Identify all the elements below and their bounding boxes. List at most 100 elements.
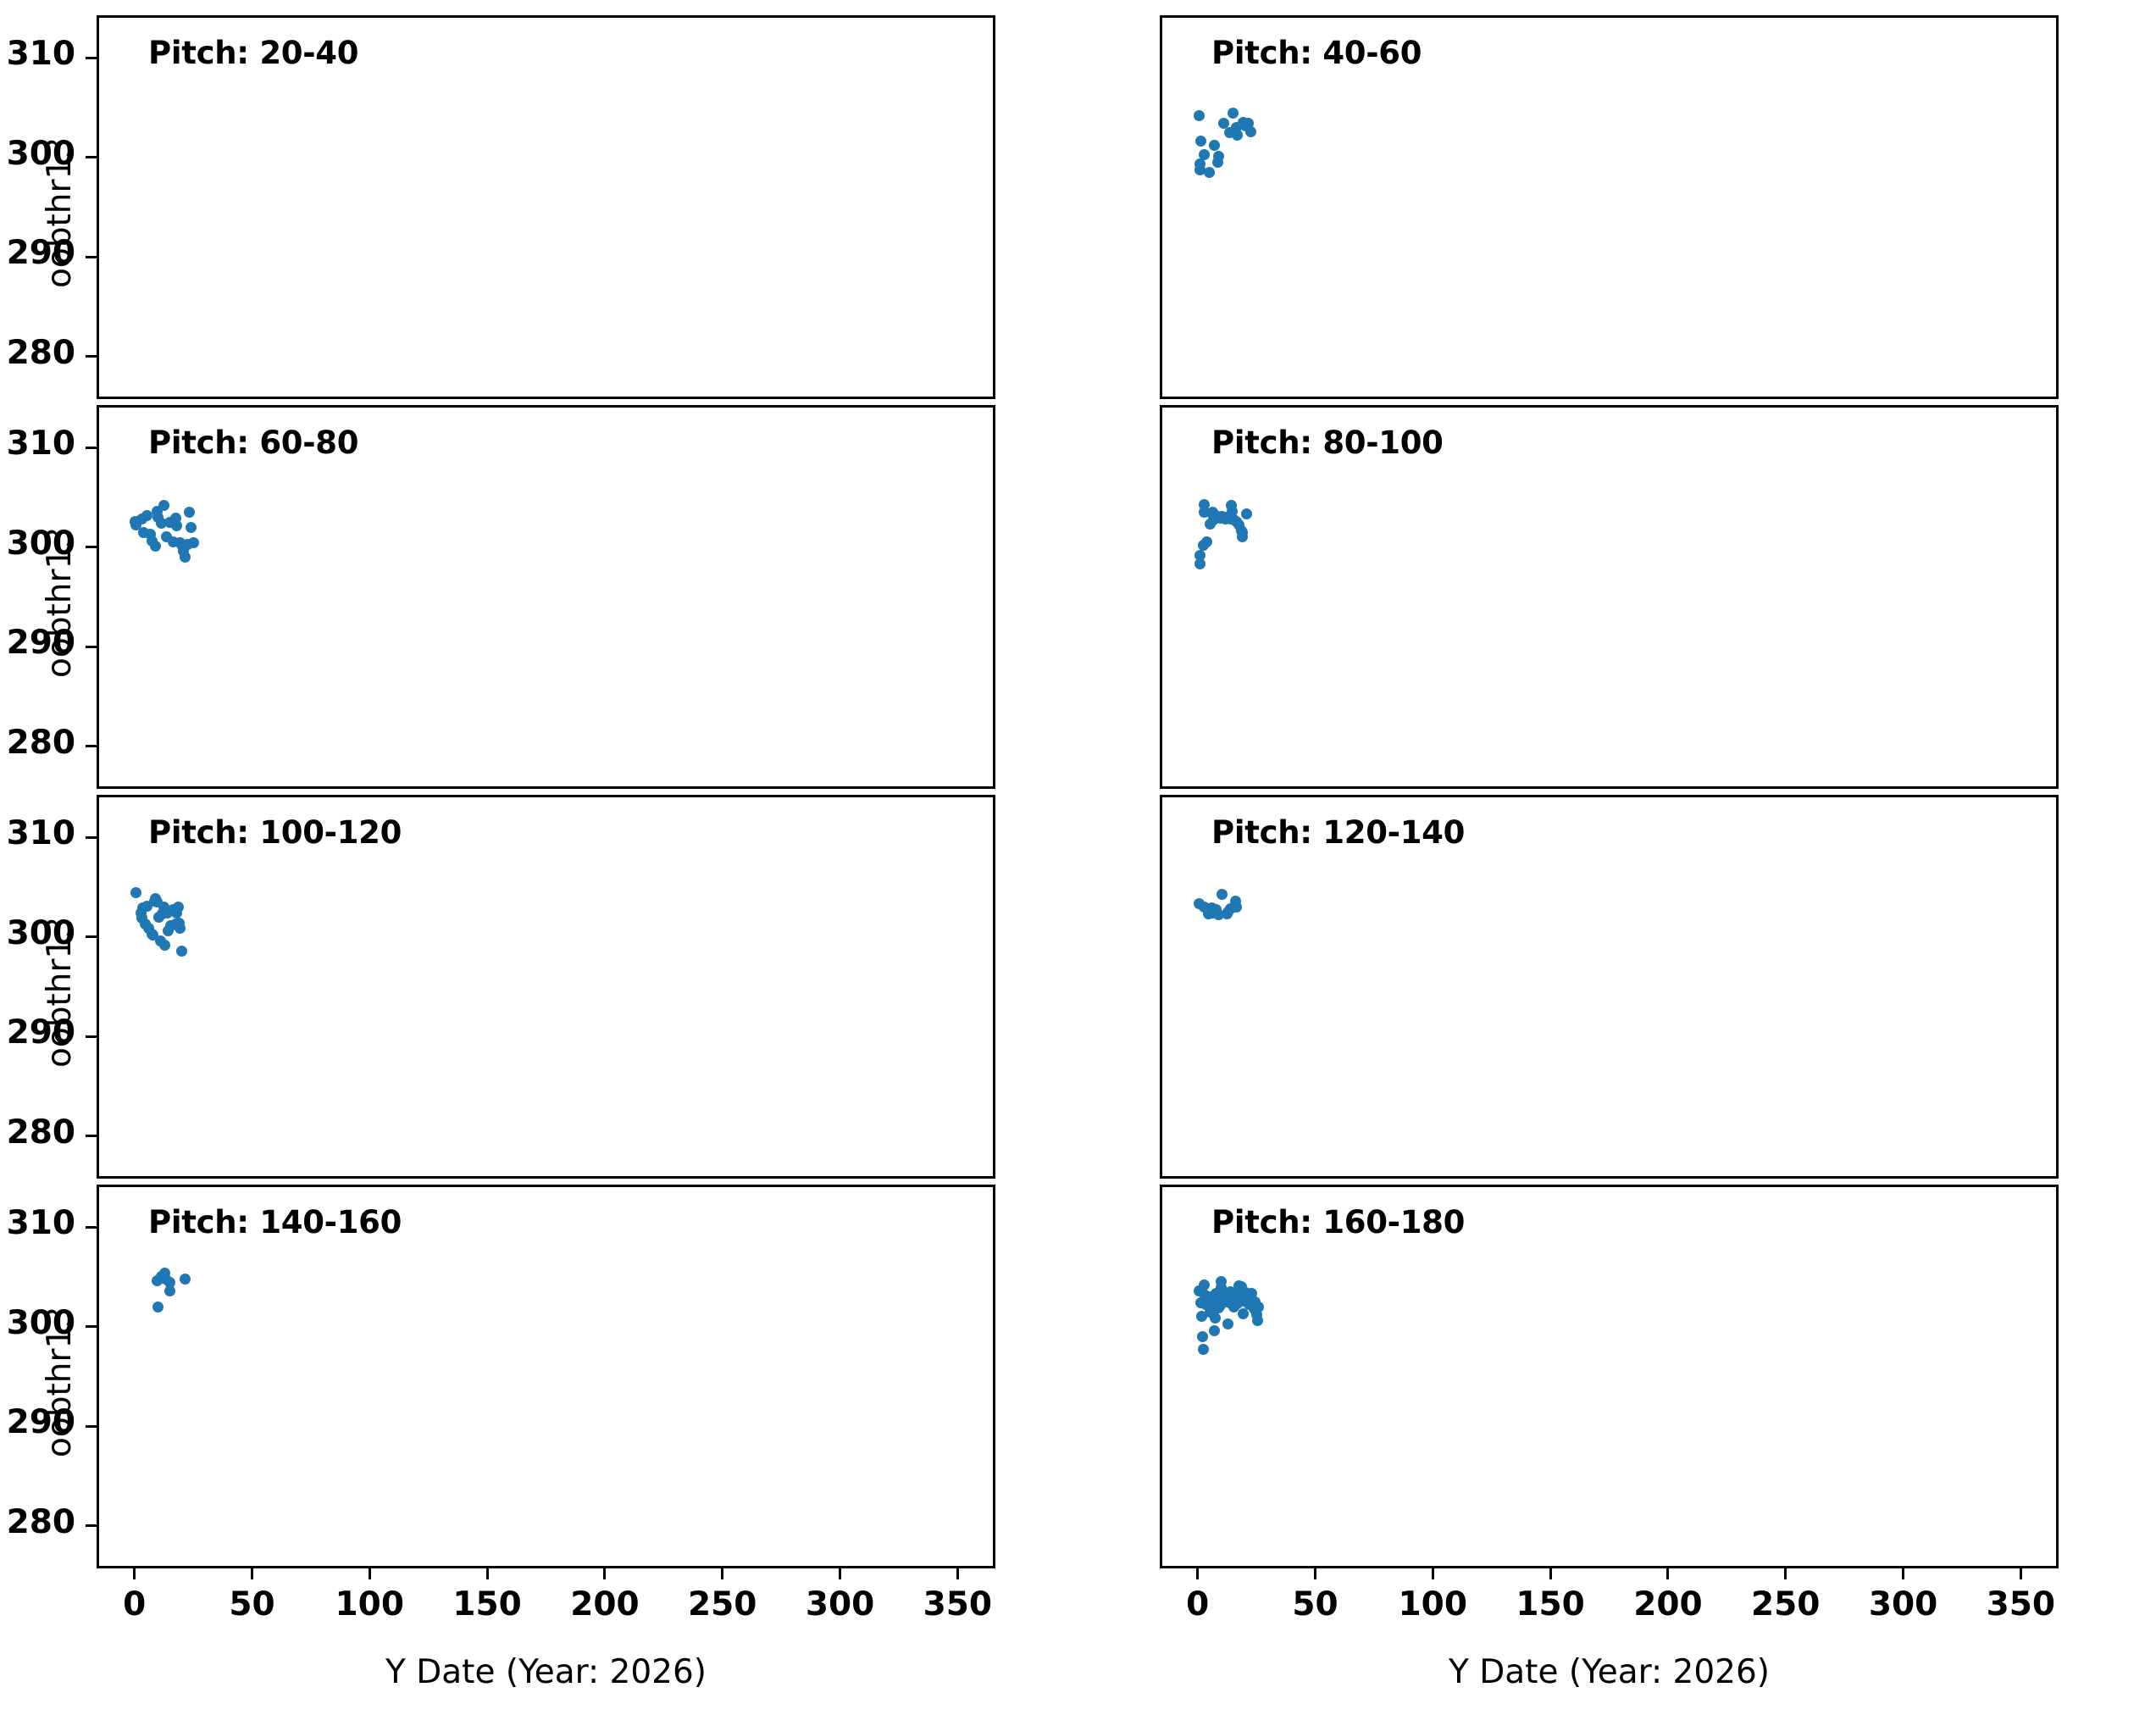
x-tick-label: 200	[1633, 1585, 1703, 1623]
data-point	[130, 887, 142, 899]
x-tick-label: 50	[229, 1585, 275, 1623]
data-point	[149, 541, 161, 552]
data-point	[1227, 505, 1239, 517]
y-tick-mark	[86, 935, 97, 939]
x-tick-label: 100	[1398, 1585, 1467, 1623]
y-tick-mark	[86, 1424, 97, 1428]
x-tick-mark	[485, 1568, 489, 1579]
data-point	[1193, 109, 1205, 121]
x-tick-mark	[1196, 1568, 1200, 1579]
data-point	[152, 1301, 164, 1313]
data-point	[1241, 508, 1253, 520]
data-point	[1213, 909, 1225, 921]
data-point	[1230, 901, 1242, 913]
panel-title: Pitch: 60-80	[148, 425, 359, 461]
y-tick-label: 280	[6, 1113, 75, 1152]
panel-pitch-140-160: Pitch: 140-160	[97, 1185, 995, 1568]
y-tick-label: 280	[6, 723, 75, 762]
x-tick-label: 300	[805, 1585, 875, 1623]
panel-pitch-160-180: Pitch: 160-180	[1160, 1185, 2059, 1568]
x-tick-label: 250	[1751, 1585, 1821, 1623]
x-tick-label: 150	[1516, 1585, 1585, 1623]
plot-area	[99, 408, 993, 786]
x-tick-mark	[1784, 1568, 1787, 1579]
panel-title: Pitch: 40-60	[1211, 35, 1422, 71]
data-point	[1251, 1315, 1263, 1327]
y-tick-label: 310	[6, 814, 75, 853]
data-point	[157, 1272, 169, 1284]
data-point	[179, 551, 191, 563]
data-point	[1217, 888, 1228, 900]
data-point	[1209, 1324, 1221, 1336]
x-tick-mark	[2019, 1568, 2022, 1579]
panel-pitch-100-120: Pitch: 100-120	[97, 795, 995, 1179]
x-axis-label: Y Date (Year: 2026)	[385, 1653, 707, 1691]
data-point	[1195, 136, 1207, 147]
y-tick-mark	[86, 56, 97, 59]
data-point	[1201, 536, 1213, 548]
panel-title: Pitch: 140-160	[148, 1204, 402, 1240]
panel-title: Pitch: 80-100	[1211, 425, 1444, 461]
data-point	[1199, 1279, 1211, 1290]
data-point	[185, 521, 197, 533]
y-axis-label: oobthr13	[41, 1306, 79, 1457]
x-tick-mark	[1666, 1568, 1670, 1579]
data-point	[1232, 130, 1244, 142]
data-point	[171, 520, 183, 532]
y-tick-label: 310	[6, 1204, 75, 1243]
x-tick-mark	[721, 1568, 724, 1579]
data-point	[1217, 118, 1229, 130]
y-axis-label: oobthr13	[41, 136, 79, 288]
data-point	[1196, 1311, 1208, 1323]
data-point	[175, 922, 186, 934]
x-tick-mark	[368, 1568, 371, 1579]
x-tick-label: 0	[123, 1585, 147, 1623]
data-point	[1253, 1301, 1265, 1313]
y-tick-label: 280	[6, 333, 75, 372]
x-tick-label: 100	[335, 1585, 404, 1623]
data-point	[1244, 125, 1256, 137]
y-tick-mark	[86, 156, 97, 159]
data-point	[1204, 166, 1216, 178]
x-tick-label: 300	[1868, 1585, 1938, 1623]
y-tick-label: 300	[6, 134, 75, 173]
y-tick-mark	[86, 1135, 97, 1138]
data-point	[1222, 1318, 1233, 1329]
data-point	[179, 1273, 191, 1285]
panel-pitch-20-40: Pitch: 20-40	[97, 15, 995, 399]
x-tick-mark	[1902, 1568, 1905, 1579]
data-point	[1227, 108, 1239, 119]
data-point	[172, 901, 184, 913]
plot-area	[99, 797, 993, 1176]
y-tick-label: 290	[6, 1403, 75, 1442]
data-point	[1194, 164, 1205, 176]
x-tick-label: 50	[1292, 1585, 1338, 1623]
y-tick-mark	[86, 1325, 97, 1329]
x-tick-mark	[1313, 1568, 1316, 1579]
y-tick-label: 300	[6, 1303, 75, 1342]
y-tick-label: 310	[6, 35, 75, 74]
data-point	[1238, 1307, 1250, 1319]
y-tick-label: 300	[6, 524, 75, 563]
data-point	[164, 1285, 176, 1296]
plot-area	[99, 1187, 993, 1566]
y-tick-mark	[86, 1225, 97, 1229]
panel-pitch-120-140: Pitch: 120-140	[1160, 795, 2059, 1179]
y-axis-label: oobthr13	[41, 526, 79, 678]
y-tick-mark	[86, 255, 97, 258]
y-axis-label: oobthr13	[41, 916, 79, 1068]
data-point	[158, 499, 169, 511]
x-tick-label: 250	[688, 1585, 757, 1623]
x-tick-label: 150	[452, 1585, 522, 1623]
y-tick-label: 300	[6, 913, 75, 952]
data-point	[1196, 1330, 1208, 1342]
plot-area	[1162, 18, 2056, 397]
data-point	[175, 945, 187, 957]
data-point	[184, 507, 196, 518]
plot-area	[1162, 797, 2056, 1176]
x-tick-mark	[603, 1568, 607, 1579]
panel-pitch-80-100: Pitch: 80-100	[1160, 405, 2059, 789]
data-point	[1209, 1312, 1221, 1324]
data-point	[163, 925, 175, 937]
y-tick-mark	[86, 745, 97, 748]
